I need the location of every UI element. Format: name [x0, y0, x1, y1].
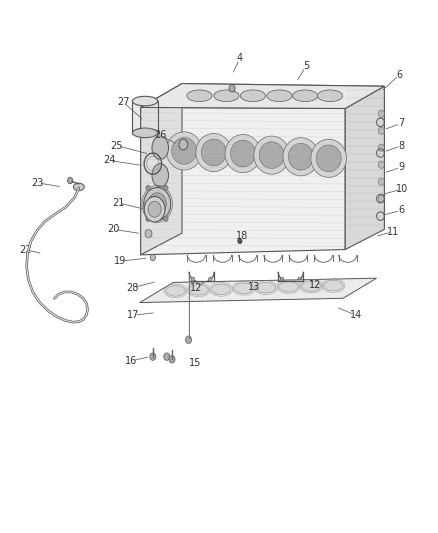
Circle shape — [229, 85, 235, 92]
Text: 22: 22 — [19, 245, 32, 255]
Ellipse shape — [279, 281, 298, 292]
Polygon shape — [182, 84, 385, 109]
Text: 21: 21 — [112, 198, 124, 208]
Polygon shape — [140, 278, 377, 303]
Ellipse shape — [324, 280, 343, 291]
Ellipse shape — [230, 140, 255, 167]
Text: 11: 11 — [387, 227, 399, 237]
Circle shape — [378, 144, 385, 151]
Circle shape — [378, 127, 385, 134]
Text: 13: 13 — [248, 281, 260, 292]
Text: 28: 28 — [127, 282, 139, 293]
Text: 4: 4 — [237, 53, 243, 63]
Circle shape — [150, 353, 156, 360]
Text: 9: 9 — [399, 162, 405, 172]
Text: 7: 7 — [399, 118, 405, 128]
Ellipse shape — [283, 138, 319, 176]
Circle shape — [238, 238, 242, 244]
Polygon shape — [141, 84, 385, 109]
Ellipse shape — [201, 139, 226, 166]
Circle shape — [146, 185, 150, 191]
Text: 15: 15 — [189, 358, 201, 368]
Text: 5: 5 — [303, 61, 309, 71]
Ellipse shape — [189, 285, 208, 295]
Text: 23: 23 — [31, 177, 43, 188]
Ellipse shape — [311, 139, 346, 177]
Ellipse shape — [152, 136, 169, 159]
Ellipse shape — [225, 134, 261, 173]
Ellipse shape — [267, 90, 292, 102]
Ellipse shape — [187, 90, 212, 102]
Text: 6: 6 — [399, 205, 405, 215]
Ellipse shape — [196, 133, 232, 172]
Ellipse shape — [152, 164, 169, 187]
Ellipse shape — [212, 284, 231, 295]
Ellipse shape — [254, 136, 290, 174]
Circle shape — [164, 216, 168, 221]
Ellipse shape — [256, 282, 276, 293]
Ellipse shape — [172, 138, 197, 164]
Ellipse shape — [240, 90, 265, 102]
Ellipse shape — [166, 132, 202, 170]
Circle shape — [280, 277, 284, 281]
Circle shape — [169, 356, 175, 363]
Ellipse shape — [301, 281, 321, 292]
Ellipse shape — [74, 183, 84, 191]
Circle shape — [378, 110, 385, 117]
Polygon shape — [141, 108, 345, 255]
Circle shape — [378, 161, 385, 168]
Text: 12: 12 — [190, 282, 202, 293]
Circle shape — [378, 178, 385, 185]
Text: 8: 8 — [399, 141, 405, 151]
Text: 10: 10 — [396, 184, 408, 194]
Text: 17: 17 — [127, 310, 139, 320]
Circle shape — [179, 139, 187, 150]
Polygon shape — [141, 84, 182, 255]
Ellipse shape — [316, 145, 341, 172]
Ellipse shape — [144, 188, 171, 220]
Circle shape — [164, 353, 170, 360]
Ellipse shape — [132, 96, 158, 106]
Text: 12: 12 — [308, 280, 321, 290]
Polygon shape — [345, 86, 385, 249]
Text: 25: 25 — [110, 141, 123, 151]
Ellipse shape — [288, 143, 313, 170]
Ellipse shape — [234, 283, 254, 294]
Text: 27: 27 — [117, 97, 130, 107]
Circle shape — [146, 216, 150, 221]
Text: 18: 18 — [236, 231, 248, 241]
Text: 20: 20 — [107, 224, 120, 235]
Text: 24: 24 — [103, 156, 116, 165]
Circle shape — [145, 229, 152, 238]
Ellipse shape — [132, 128, 158, 138]
Circle shape — [67, 177, 73, 184]
Circle shape — [378, 195, 385, 203]
Text: 6: 6 — [396, 70, 403, 79]
Text: 26: 26 — [154, 130, 166, 140]
Circle shape — [150, 254, 155, 261]
Circle shape — [164, 185, 168, 191]
Ellipse shape — [318, 90, 343, 102]
Text: 19: 19 — [113, 256, 126, 266]
Ellipse shape — [148, 193, 166, 215]
Text: 14: 14 — [350, 310, 362, 320]
Ellipse shape — [148, 201, 161, 217]
Ellipse shape — [259, 142, 284, 168]
Ellipse shape — [214, 90, 239, 102]
Ellipse shape — [166, 286, 185, 296]
Text: 16: 16 — [125, 356, 137, 366]
Circle shape — [191, 277, 194, 281]
Circle shape — [208, 277, 212, 281]
Circle shape — [298, 277, 301, 281]
Circle shape — [185, 336, 191, 343]
Ellipse shape — [144, 197, 165, 222]
Ellipse shape — [293, 90, 318, 102]
